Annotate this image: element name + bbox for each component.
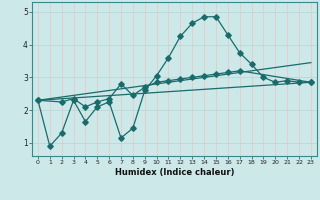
X-axis label: Humidex (Indice chaleur): Humidex (Indice chaleur) xyxy=(115,168,234,177)
